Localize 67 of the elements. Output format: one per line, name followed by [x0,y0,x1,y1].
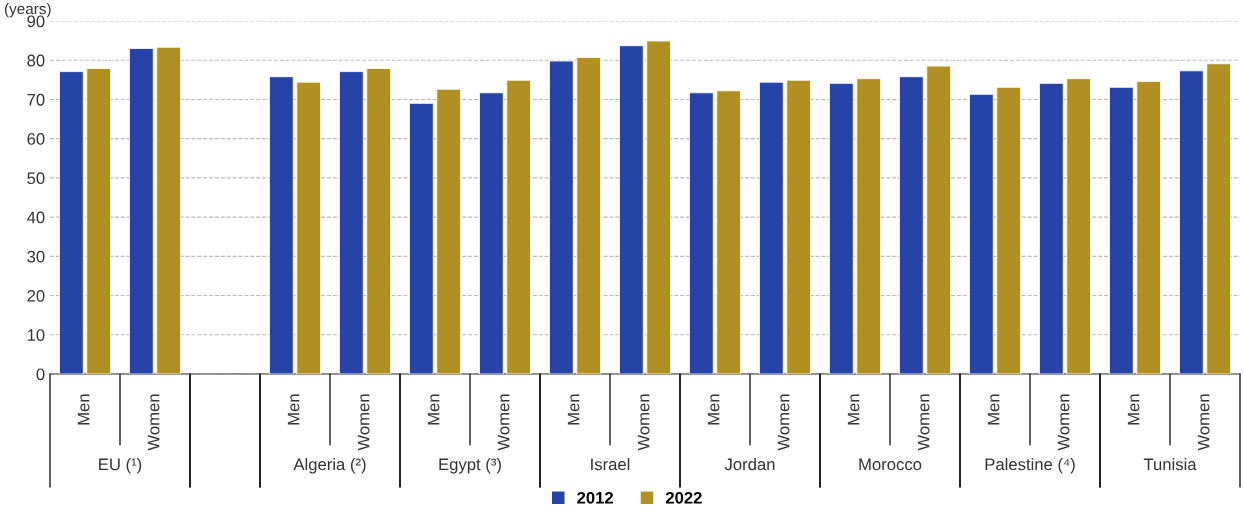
bar [1066,78,1091,374]
bar [296,81,321,374]
bar [156,46,181,374]
bar [549,60,574,374]
bar [1039,82,1064,374]
bar [1179,70,1204,374]
bar [899,76,924,374]
x-tick-label: Women [1057,394,1070,451]
bar [646,40,671,374]
bar [576,57,601,374]
y-tick-label: 10 [27,329,45,341]
bar [619,45,644,374]
bar [759,81,784,374]
text: EU (¹) [99,458,142,474]
legend-label: 2022 [665,491,702,504]
text: Palestine (⁴) [985,458,1075,474]
bar [786,79,811,374]
x-tick-label: Women [637,394,650,451]
bar [409,102,434,374]
x-tick-label: Women [147,394,160,451]
text: Israel [591,458,630,471]
text: Egypt (³) [439,458,501,474]
bar [339,71,364,374]
x-tick-label: Men [987,394,1000,425]
x-tick-label: Men [567,394,580,425]
y-tick-label: 60 [27,133,45,145]
text: Tunisia [1143,458,1197,471]
bar [1206,63,1231,374]
x-tick-label: Women [497,394,510,451]
bar [829,82,854,374]
x-tick-label: Men [77,394,90,425]
x-tick-label: Men [427,394,440,425]
bar [1109,86,1134,374]
bar [1136,80,1161,374]
x-tick-label: Men [1127,394,1140,425]
y-tick-label: 50 [27,172,45,185]
bar [86,68,111,374]
text: Jordan [724,458,775,471]
bar [969,93,994,374]
x-tick-label: Men [707,394,720,425]
y-tick-label: 80 [27,54,45,67]
legend-label: 2012 [577,491,613,504]
bar [59,71,84,374]
bar [506,79,531,374]
bar [926,65,951,374]
y-tick-label: 30 [27,250,45,263]
x-tick-label: Men [287,394,300,425]
x-tick-label: Women [357,394,370,451]
bar [996,86,1021,374]
bar [856,78,881,374]
bar [129,48,154,374]
text: Algeria (²) [293,458,366,474]
x-tick-label: Men [847,394,860,425]
bar [366,68,391,374]
y-tick-label: 70 [27,93,45,106]
x-tick-label: Women [1197,394,1210,451]
x-tick-label: Women [917,394,930,451]
y-tick-label: 40 [26,211,45,224]
bar [716,90,741,374]
bar [436,88,461,374]
bar [479,92,504,374]
x-tick-label: Women [777,394,790,451]
y-tick-label: 20 [27,289,45,302]
y-tick-label: 0 [36,368,45,381]
bar [269,76,294,374]
text: Morocco [859,458,922,471]
bar [689,92,714,374]
